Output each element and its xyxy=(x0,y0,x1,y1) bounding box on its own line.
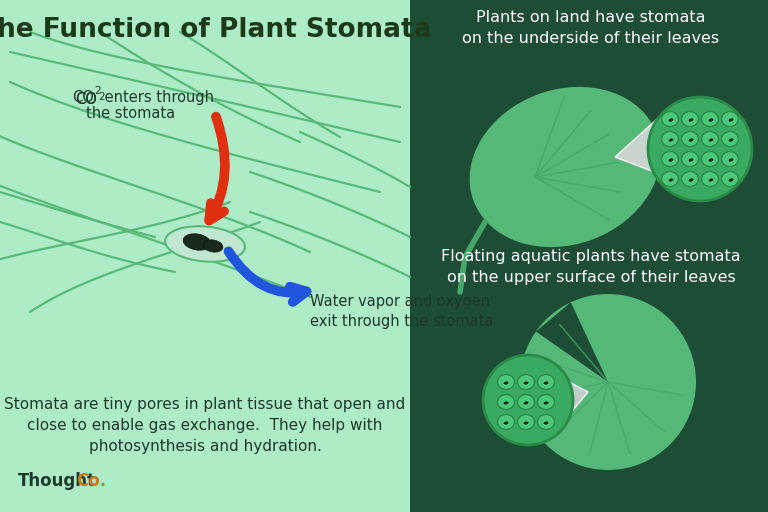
Ellipse shape xyxy=(709,158,713,162)
Ellipse shape xyxy=(721,152,739,166)
Ellipse shape xyxy=(544,401,548,404)
Text: Water vapor and oxygen
exit through the stomata: Water vapor and oxygen exit through the … xyxy=(310,294,493,329)
Polygon shape xyxy=(556,375,588,422)
Text: CO: CO xyxy=(72,90,94,105)
Ellipse shape xyxy=(538,395,554,410)
Ellipse shape xyxy=(504,421,508,424)
Ellipse shape xyxy=(524,421,528,424)
Ellipse shape xyxy=(701,172,719,186)
Ellipse shape xyxy=(518,415,535,430)
Text: Co.: Co. xyxy=(76,472,106,490)
Ellipse shape xyxy=(689,138,694,142)
Ellipse shape xyxy=(709,178,713,182)
Ellipse shape xyxy=(669,178,674,182)
Ellipse shape xyxy=(721,172,739,186)
Ellipse shape xyxy=(701,132,719,146)
Text: CO: CO xyxy=(75,92,97,107)
Text: the stomata: the stomata xyxy=(86,106,175,121)
Circle shape xyxy=(648,97,752,201)
Ellipse shape xyxy=(183,234,211,250)
Text: The Function of Plant Stomata: The Function of Plant Stomata xyxy=(0,17,432,43)
Ellipse shape xyxy=(709,118,713,122)
Ellipse shape xyxy=(203,240,223,252)
Bar xyxy=(410,0,768,512)
Ellipse shape xyxy=(681,132,699,146)
Ellipse shape xyxy=(544,421,548,424)
Ellipse shape xyxy=(544,381,548,385)
Ellipse shape xyxy=(661,132,678,146)
Ellipse shape xyxy=(701,152,719,166)
Ellipse shape xyxy=(504,401,508,404)
Circle shape xyxy=(520,294,696,470)
Ellipse shape xyxy=(729,118,733,122)
Ellipse shape xyxy=(538,374,554,390)
Ellipse shape xyxy=(498,374,515,390)
Ellipse shape xyxy=(689,118,694,122)
Ellipse shape xyxy=(689,158,694,162)
Ellipse shape xyxy=(469,87,660,247)
Ellipse shape xyxy=(504,381,508,385)
Text: enters through: enters through xyxy=(100,90,214,105)
Text: Floating aquatic plants have stomata
on the upper surface of their leaves: Floating aquatic plants have stomata on … xyxy=(441,249,741,285)
Ellipse shape xyxy=(721,132,739,146)
Ellipse shape xyxy=(538,415,554,430)
Text: Stomata are tiny pores in plant tissue that open and
close to enable gas exchang: Stomata are tiny pores in plant tissue t… xyxy=(5,397,406,454)
Text: Plants on land have stomata
on the underside of their leaves: Plants on land have stomata on the under… xyxy=(462,10,720,46)
Text: 2: 2 xyxy=(98,92,104,102)
Ellipse shape xyxy=(524,401,528,404)
Ellipse shape xyxy=(518,395,535,410)
Text: CO: CO xyxy=(75,92,97,107)
Ellipse shape xyxy=(661,152,678,166)
Ellipse shape xyxy=(721,112,739,126)
Ellipse shape xyxy=(669,138,674,142)
Circle shape xyxy=(483,355,573,445)
Ellipse shape xyxy=(681,152,699,166)
Ellipse shape xyxy=(661,112,678,126)
Text: 2: 2 xyxy=(94,86,101,96)
Ellipse shape xyxy=(709,138,713,142)
Ellipse shape xyxy=(518,374,535,390)
Ellipse shape xyxy=(729,138,733,142)
Ellipse shape xyxy=(669,158,674,162)
Ellipse shape xyxy=(729,158,733,162)
Ellipse shape xyxy=(165,226,245,262)
Ellipse shape xyxy=(729,178,733,182)
Ellipse shape xyxy=(661,172,678,186)
Ellipse shape xyxy=(681,112,699,126)
Ellipse shape xyxy=(524,381,528,385)
Ellipse shape xyxy=(701,112,719,126)
Polygon shape xyxy=(615,112,680,182)
Text: Thought: Thought xyxy=(18,472,96,490)
Polygon shape xyxy=(536,302,608,382)
Ellipse shape xyxy=(498,395,515,410)
Ellipse shape xyxy=(681,172,699,186)
Bar xyxy=(0,0,410,512)
Ellipse shape xyxy=(689,178,694,182)
Ellipse shape xyxy=(498,415,515,430)
Ellipse shape xyxy=(669,118,674,122)
